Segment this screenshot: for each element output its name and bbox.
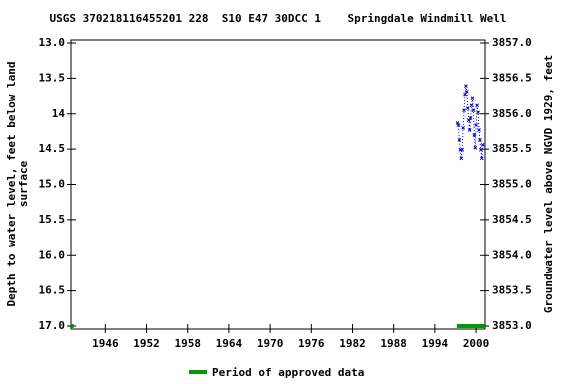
- point: [472, 133, 477, 137]
- y2-tick-label: 3856.5: [492, 71, 532, 84]
- point: [476, 110, 480, 115]
- point: [464, 84, 468, 89]
- point: [469, 103, 474, 108]
- x-tick-label: 1976: [298, 337, 325, 350]
- y2-tick-label: 3855.5: [492, 142, 532, 155]
- point: [459, 156, 464, 161]
- y-tick-label: 13.5: [39, 71, 66, 84]
- y2-tick-label: 3853.0: [492, 319, 532, 332]
- point: [463, 92, 467, 97]
- point: [477, 128, 481, 132]
- y-axis-label-line: surface: [17, 160, 30, 207]
- approved-period: [71, 324, 74, 328]
- y2-tick-label: 3853.5: [492, 284, 532, 297]
- y2-tick-label: 3856.0: [492, 107, 532, 120]
- point: [461, 126, 465, 130]
- x-tick-label: 1952: [133, 337, 160, 350]
- point: [460, 147, 465, 152]
- point: [455, 121, 460, 125]
- x-tick-label: 1988: [380, 337, 407, 350]
- point: [456, 123, 461, 127]
- x-tick-label: 1994: [422, 337, 449, 350]
- point: [465, 89, 469, 94]
- x-tick-label: 1946: [92, 337, 119, 350]
- point: [473, 145, 478, 150]
- y-tick-label: 14: [52, 107, 66, 120]
- chart-title: USGS 370218116455201 228 S10 E47 30DCC 1…: [50, 12, 507, 25]
- point: [467, 128, 472, 132]
- y-tick-label: 15.0: [39, 178, 66, 191]
- point: [480, 143, 485, 147]
- line: [457, 86, 484, 159]
- y-axis-label-line: Depth to water level, feet below land: [5, 61, 18, 306]
- y-axis-label: Depth to water level, feet below landsur…: [5, 61, 30, 306]
- point: [470, 96, 475, 101]
- y2-tick-label: 3854.5: [492, 213, 532, 226]
- x-tick-label: 1970: [257, 337, 284, 350]
- point: [457, 138, 462, 142]
- x-tick-label: 1964: [216, 337, 243, 350]
- point: [478, 147, 483, 152]
- point: [465, 106, 470, 110]
- point: [479, 156, 484, 161]
- point: [462, 108, 466, 113]
- y2-tick-label: 3855.0: [492, 178, 532, 191]
- plot-area: [70, 39, 486, 330]
- approved-period: [456, 324, 485, 328]
- x-tick-label: 1982: [339, 337, 366, 350]
- y-tick-label: 14.5: [39, 142, 66, 155]
- point: [478, 138, 482, 142]
- x-tick-label: 1958: [174, 337, 201, 350]
- y-tick-label: 17.0: [39, 319, 66, 332]
- y-tick-label: 13.0: [39, 36, 66, 49]
- y-tick-label: 16.5: [39, 284, 66, 297]
- legend-label: Period of approved data: [212, 366, 364, 379]
- y2-tick-label: 3854.0: [492, 248, 532, 261]
- point: [468, 116, 473, 120]
- y-tick-label: 15.5: [39, 213, 66, 226]
- y2-axis-label: Groundwater level above NGVD 1929, feet: [542, 55, 555, 313]
- point: [471, 108, 476, 113]
- point: [474, 123, 479, 127]
- y-tick-label: 16.0: [39, 248, 66, 261]
- y2-tick-label: 3857.0: [492, 36, 532, 49]
- point: [475, 103, 479, 108]
- x-tick-label: 2000: [463, 337, 490, 350]
